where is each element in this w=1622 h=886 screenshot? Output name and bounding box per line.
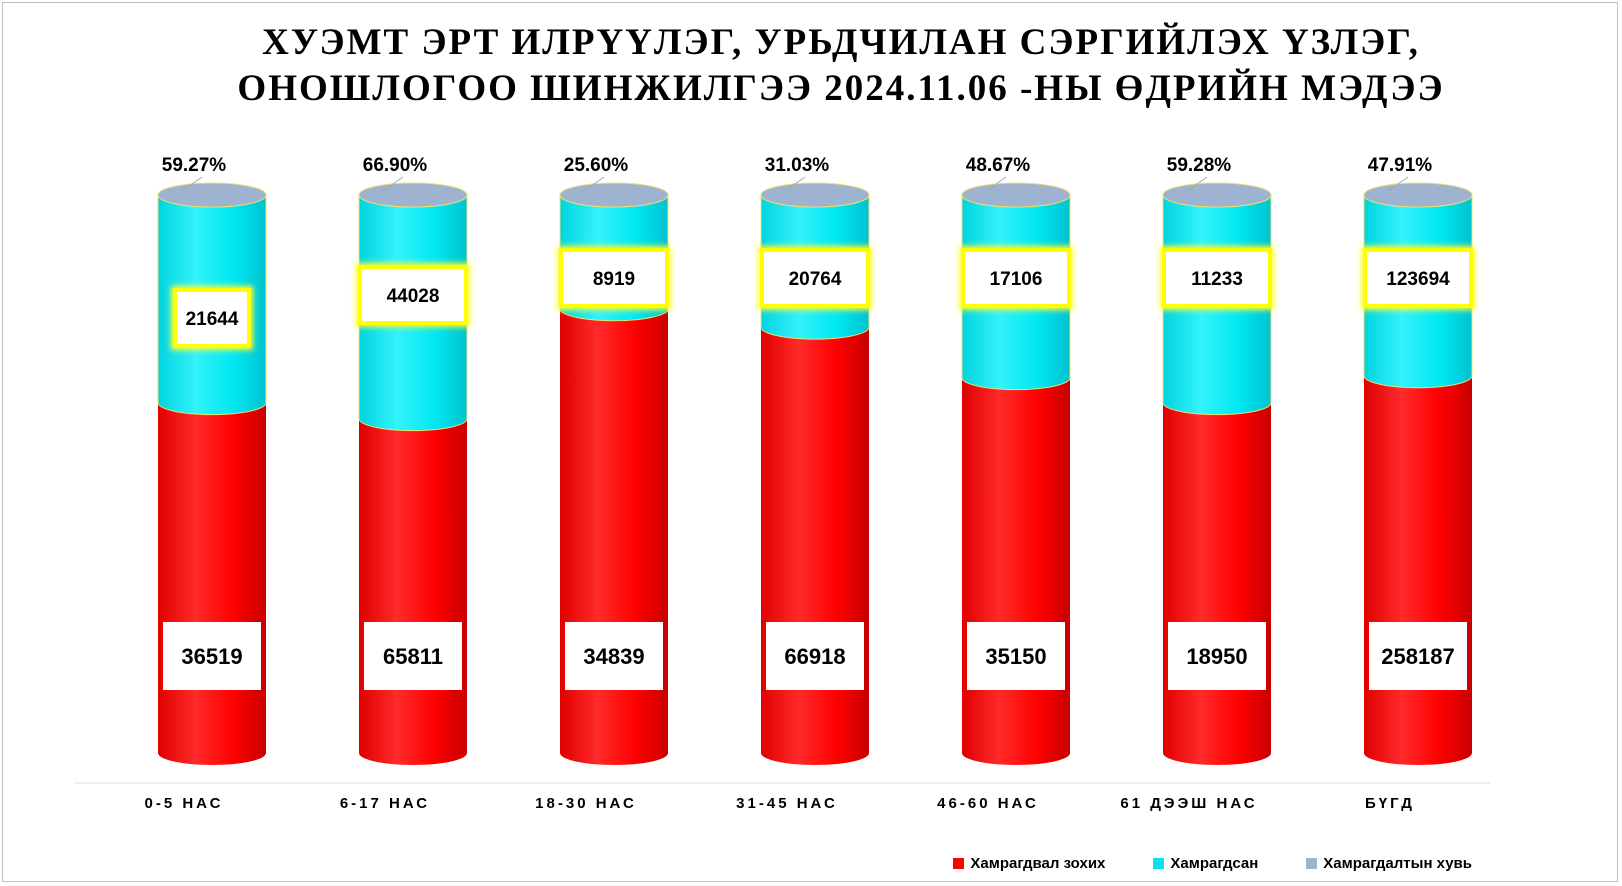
eligible-label-box-2 [565, 622, 663, 690]
legend-label-percent: Хамрагдалтын хувь [1323, 855, 1472, 872]
bar-top-cap-1 [358, 182, 468, 208]
covered-label-box-4 [961, 248, 1071, 308]
percent-label-5: 59.28% [1167, 155, 1232, 176]
chart-title-line-2: ОНОШЛОГОО ШИНЖИЛГЭЭ 2024.11.06 -НЫ ӨДРИЙ… [237, 68, 1445, 109]
percent-label-0: 59.27% [162, 155, 227, 176]
x-tick-label-2: 18-30 НАС [535, 795, 637, 812]
eligible-label-box-5 [1168, 622, 1266, 690]
percent-leader-0 [181, 176, 203, 192]
percent-leader-4 [985, 176, 1007, 192]
bar-top-cap-2 [559, 182, 669, 208]
covered-label-box-5 [1162, 248, 1272, 308]
covered-label-box-2 [559, 248, 669, 308]
x-tick-label-1: 6-17 НАС [340, 795, 430, 812]
percent-label-2: 25.60% [564, 155, 629, 176]
x-tick-label-5: 61 ДЭЭШ НАС [1120, 795, 1257, 812]
legend-item-eligible: Хамрагдвал зохих [953, 855, 1105, 872]
eligible-label-box-3 [766, 622, 864, 690]
percent-label-6: 47.91% [1368, 155, 1433, 176]
covered-label-box-6 [1363, 248, 1473, 308]
bar-top-cap-6 [1363, 182, 1473, 208]
covered-value-label-4: 17106 [990, 269, 1043, 290]
covered-value-label-5: 11233 [1191, 269, 1243, 290]
bar-top-cap-3 [760, 182, 870, 208]
bar-top-cap-4 [961, 182, 1071, 208]
eligible-value-label-5: 18950 [1186, 644, 1247, 669]
eligible-label-box-4 [967, 622, 1065, 690]
bar-eligible-1 [359, 418, 467, 765]
bar-eligible-6 [1364, 375, 1472, 765]
eligible-label-box-0 [163, 622, 261, 690]
chart-legend: Хамрагдвал зохих Хамрагдсан Хамрагдалтын… [953, 855, 1472, 872]
percent-leader-2 [583, 176, 605, 192]
x-tick-label-6: БҮГД [1365, 795, 1415, 812]
covered-value-label-6: 123694 [1386, 269, 1450, 290]
bar-eligible-0 [158, 402, 266, 765]
eligible-label-box-6 [1369, 622, 1467, 690]
bar-eligible-3 [761, 327, 869, 765]
legend-swatch-covered [1153, 858, 1165, 869]
bar-top-cap-0 [157, 182, 267, 208]
covered-value-label-3: 20764 [789, 269, 842, 290]
x-tick-label-3: 31-45 НАС [736, 795, 838, 812]
covered-label-box-1 [358, 265, 468, 325]
eligible-value-label-4: 35150 [985, 644, 1046, 669]
covered-value-label-0: 21644 [186, 309, 239, 330]
percent-leader-6 [1387, 176, 1409, 192]
legend-item-percent: Хамрагдалтын хувь [1306, 855, 1472, 872]
bar-top-cap-5 [1162, 182, 1272, 208]
legend-swatch-eligible [953, 858, 965, 869]
x-tick-label-4: 46-60 НАС [937, 795, 1039, 812]
percent-label-4: 48.67% [966, 155, 1031, 176]
percent-leader-1 [382, 176, 404, 192]
covered-value-label-2: 8919 [593, 269, 635, 290]
percent-label-3: 31.03% [765, 155, 830, 176]
covered-label-box-0 [173, 288, 251, 348]
legend-label-covered: Хамрагдсан [1170, 855, 1259, 872]
covered-label-box-3 [760, 248, 870, 308]
chart-title: ХУЭМТ ЭРТ ИЛРҮҮЛЭГ, УРЬДЧИЛАН СЭРГИЙЛЭХ … [0, 20, 1622, 112]
percent-leader-5 [1186, 176, 1208, 192]
eligible-value-label-2: 34839 [583, 644, 644, 669]
eligible-value-label-0: 36519 [181, 644, 242, 669]
percent-leader-3 [784, 176, 806, 192]
x-tick-label-0: 0-5 НАС [145, 795, 224, 812]
covered-value-label-1: 44028 [387, 286, 440, 307]
eligible-value-label-1: 65811 [383, 644, 443, 669]
eligible-value-label-3: 66918 [784, 644, 845, 669]
legend-swatch-percent [1306, 858, 1318, 869]
bar-eligible-4 [962, 377, 1070, 765]
bar-eligible-2 [560, 308, 668, 765]
legend-item-covered: Хамрагдсан [1153, 855, 1258, 872]
eligible-label-box-1 [364, 622, 462, 690]
eligible-value-label-6: 258187 [1381, 644, 1454, 669]
legend-label-eligible: Хамрагдвал зохих [970, 855, 1106, 872]
chart-title-line-1: ХУЭМТ ЭРТ ИЛРҮҮЛЭГ, УРЬДЧИЛАН СЭРГИЙЛЭХ … [262, 22, 1420, 63]
bar-eligible-5 [1163, 402, 1271, 765]
percent-label-1: 66.90% [363, 155, 428, 176]
